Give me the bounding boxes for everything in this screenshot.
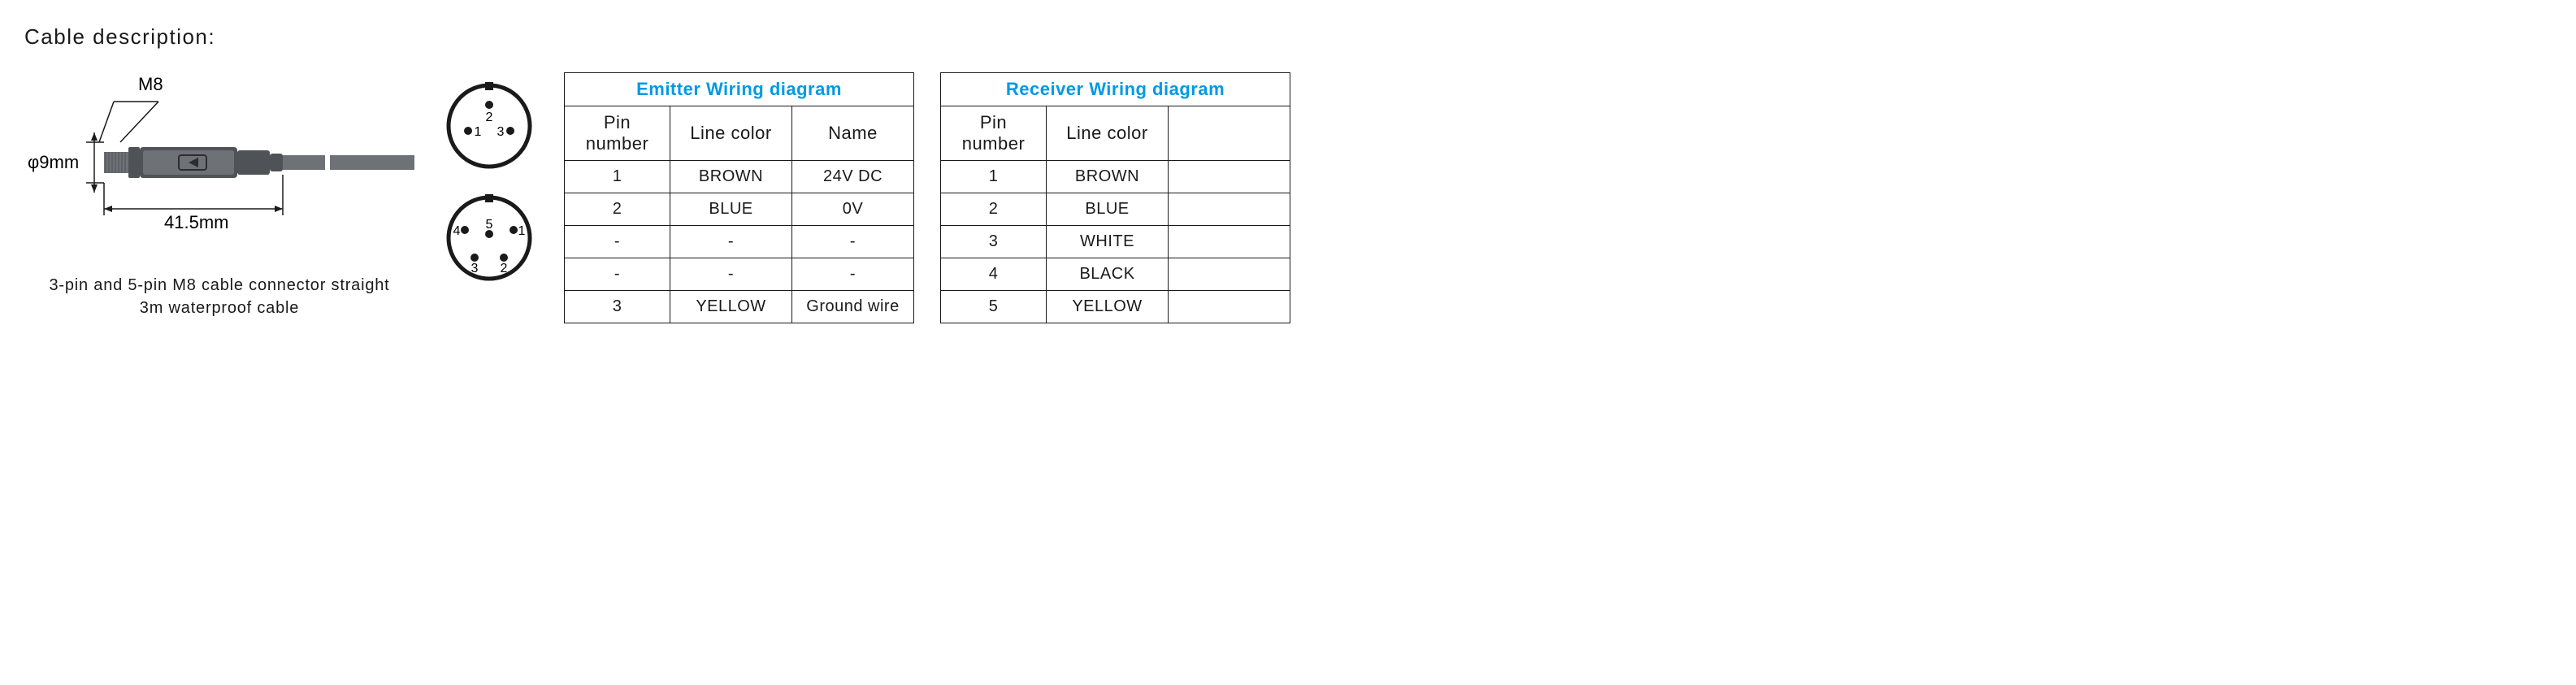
table-cell: 3 [941,226,1047,258]
pin-diagram-5pin: 4 1 5 3 2 [440,189,538,287]
table-cell: - [792,226,914,258]
svg-text:2: 2 [501,262,508,275]
table-cell: 2 [565,193,670,226]
table-cell: YELLOW [1047,291,1169,323]
svg-text:3: 3 [471,262,479,275]
table-cell [1169,193,1290,226]
svg-text:1: 1 [518,224,526,238]
table-cell [1169,226,1290,258]
table-cell: 4 [941,258,1047,291]
table-row: 3WHITE [941,226,1290,258]
table-cell: - [565,226,670,258]
connector-column: M8 φ9mm [24,72,414,319]
svg-text:4: 4 [453,224,461,238]
receiver-column-header: Line color [1047,106,1169,161]
table-row: 3YELLOWGround wire [565,291,914,323]
table-row: 1BROWN [941,161,1290,193]
table-cell: - [670,258,792,291]
emitter-table-col: Emitter Wiring diagramPin numberLine col… [564,72,914,323]
table-cell: 3 [565,291,670,323]
receiver-column-header [1169,106,1290,161]
receiver-table-col: Receiver Wiring diagramPin numberLine co… [940,72,1290,323]
table-row: 4BLACK [941,258,1290,291]
emitter-wiring-table: Emitter Wiring diagramPin numberLine col… [564,72,914,323]
emitter-column-header: Line color [670,106,792,161]
table-cell: - [565,258,670,291]
receiver-column-header: Pin number [941,106,1047,161]
table-cell: BROWN [1047,161,1169,193]
table-cell [1169,291,1290,323]
table-cell: 1 [941,161,1047,193]
svg-text:φ9mm: φ9mm [28,152,79,172]
svg-text:M8: M8 [138,74,163,94]
svg-text:1: 1 [475,125,482,139]
receiver-wiring-table: Receiver Wiring diagramPin numberLine co… [940,72,1290,323]
table-row: 2BLUE0V [565,193,914,226]
table-cell: BLUE [1047,193,1169,226]
cable-connector-drawing: M8 φ9mm [24,72,414,251]
table-row: 1BROWN24V DC [565,161,914,193]
table-cell: 5 [941,291,1047,323]
table-cell: Ground wire [792,291,914,323]
pin-diagrams-column: 2 1 3 4 1 5 3 2 [440,77,538,287]
caption-line-1: 3-pin and 5-pin M8 cable connector strai… [49,276,389,294]
emitter-column-header: Name [792,106,914,161]
table-cell: BROWN [670,161,792,193]
svg-text:5: 5 [486,218,493,232]
table-cell: 0V [792,193,914,226]
table-row: --- [565,226,914,258]
table-cell: - [670,226,792,258]
page-title: Cable description: [24,24,2552,50]
table-cell [1169,161,1290,193]
caption-line-2: 3m waterproof cable [140,299,299,317]
emitter-title: Emitter Wiring diagram [565,73,914,106]
content-row: M8 φ9mm [24,72,2552,323]
receiver-title: Receiver Wiring diagram [941,73,1290,106]
svg-text:3: 3 [497,125,505,139]
svg-text:2: 2 [486,111,493,124]
table-row: --- [565,258,914,291]
table-cell: 1 [565,161,670,193]
table-cell: WHITE [1047,226,1169,258]
table-cell: YELLOW [670,291,792,323]
table-cell [1169,258,1290,291]
svg-text:41.5mm: 41.5mm [164,212,228,232]
table-cell: BLACK [1047,258,1169,291]
table-cell: - [792,258,914,291]
table-cell: 24V DC [792,161,914,193]
pin-diagram-3pin: 2 1 3 [440,77,538,175]
table-cell: BLUE [670,193,792,226]
table-row: 2BLUE [941,193,1290,226]
connector-caption: 3-pin and 5-pin M8 cable connector strai… [24,274,414,319]
emitter-column-header: Pin number [565,106,670,161]
table-row: 5YELLOW [941,291,1290,323]
table-cell: 2 [941,193,1047,226]
